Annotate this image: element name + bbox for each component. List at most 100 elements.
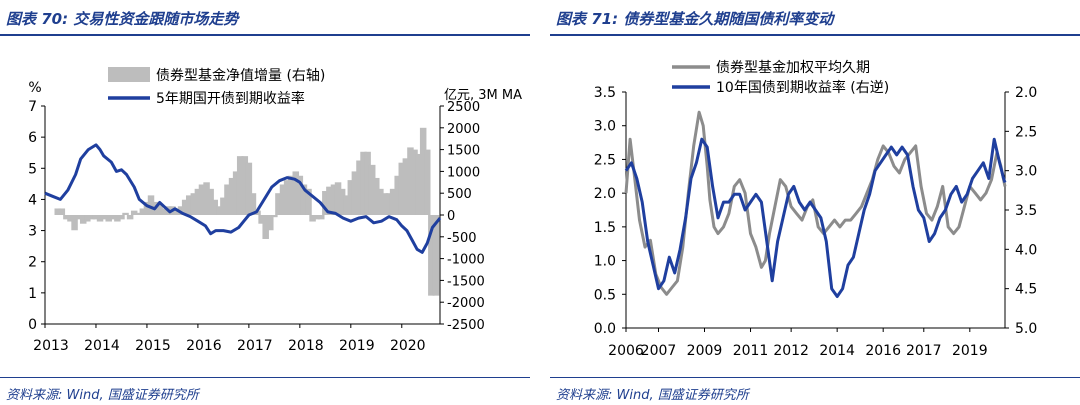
bar: [356, 160, 363, 215]
right-panel: 图表 71: 债券型基金久期随国债利率变动 3.5 3.0 2.5 2.0 1.5 1.0…: [550, 0, 1080, 405]
legend-label-duration: 债券型基金加权平均久期: [716, 59, 870, 76]
y-left-unit: %: [28, 80, 41, 96]
y-right-tick-label: 5.0: [1015, 321, 1037, 337]
bar: [228, 177, 236, 215]
x-tick-label: 2014: [819, 343, 855, 359]
x-tick-label: 2017: [237, 338, 273, 354]
x-tick-label: 2016: [865, 343, 901, 359]
x-tick-label: 2007: [641, 343, 677, 359]
y-right-tick-label: -1000: [447, 253, 485, 268]
y-left-tick-label: 4: [28, 192, 37, 208]
bar: [411, 149, 418, 215]
bar: [351, 171, 359, 215]
y-right-tick-label: -1500: [447, 274, 485, 289]
bar: [398, 162, 406, 215]
bar: [305, 188, 312, 215]
legend-swatch-bar: [108, 67, 150, 82]
x-tick-label: 2009: [687, 343, 723, 359]
left-panel: 图表 70: 交易性资金跟随市场走势 0 1 2 3 4 5 6 7 2500 2000 1500 1…: [0, 0, 530, 405]
bar: [216, 206, 223, 215]
y-right-tick-label: 1500: [447, 144, 480, 159]
bar: [79, 215, 87, 224]
y-right-tick-label: -2000: [447, 296, 485, 311]
bar: [300, 184, 308, 215]
x-tick-label: 2019: [952, 343, 988, 359]
bar: [424, 149, 431, 215]
bar: [135, 212, 142, 215]
bar: [343, 195, 350, 215]
bar: [287, 175, 295, 215]
bar: [373, 177, 380, 215]
bar: [271, 215, 278, 218]
bottom-rule: [550, 377, 1080, 378]
bar: [75, 215, 83, 220]
bar: [118, 215, 125, 220]
bar: [415, 153, 422, 215]
y-left-tick-label: 2: [28, 255, 37, 271]
y-left-tick-label: 6: [28, 130, 37, 146]
x-tick-label: 2012: [773, 343, 809, 359]
title-number: 71: [591, 10, 613, 28]
y-right-tick-label: 0: [447, 209, 455, 224]
bar: [347, 180, 355, 215]
bar: [402, 158, 410, 215]
bar: [96, 215, 104, 222]
bar: [428, 215, 435, 296]
y-left-tick-label: 1.0: [594, 254, 616, 270]
bar: [249, 193, 257, 215]
bar: [181, 199, 189, 215]
x-tick-label: 2013: [33, 338, 69, 354]
bar: [58, 208, 66, 215]
y-left-tick-label: 3: [28, 224, 37, 240]
bar: [160, 208, 168, 215]
bar-series: [54, 127, 440, 296]
x-tick-label: 2018: [288, 338, 324, 354]
chart-duration: 3.5 3.0 2.5 2.0 1.5 1.0 0.5 0.0 2.0 2.5 3.0 3.5 4.0 4…: [594, 59, 1038, 359]
bar: [92, 215, 100, 220]
bar: [407, 147, 414, 215]
y-right-tick-label: 3.5: [1015, 203, 1037, 219]
source-note: 资料来源: Wind, 国盛证券研究所: [556, 388, 749, 403]
bar: [313, 215, 320, 220]
x-tick-label: 2006: [608, 343, 644, 359]
bar: [220, 197, 227, 215]
bar: [364, 151, 371, 215]
bar: [322, 191, 329, 215]
bar: [211, 199, 218, 215]
bar: [54, 208, 61, 215]
y-right-tick-label: 4.5: [1015, 282, 1037, 298]
top-rule: [550, 34, 1080, 36]
bar: [84, 215, 91, 222]
line-series-yield: [624, 137, 1007, 298]
y-left-tick-label: 0: [28, 317, 37, 333]
y-left-tick-label: 1: [28, 286, 37, 302]
chart-fund-flow: 0 1 2 3 4 5 6 7 2500 2000 1500 1000 500 0 -500 -1000 -15…: [28, 67, 522, 354]
y-right-tick-label: 500: [447, 187, 472, 202]
bar: [389, 188, 397, 215]
bar: [338, 188, 346, 215]
x-tick-label: 2020: [390, 338, 426, 354]
bar: [267, 215, 274, 231]
bar: [296, 175, 304, 215]
y-right-tick-label: 1000: [447, 165, 480, 180]
title-text: : 债券型基金久期随国债利率变动: [612, 10, 834, 28]
y-left-tick-label: 2.0: [594, 186, 616, 202]
bar: [122, 212, 129, 215]
x-tick-label: 2011: [733, 343, 769, 359]
figure-70-title: 图表 70: 交易性资金跟随市场走势: [6, 8, 238, 29]
bar: [326, 186, 333, 215]
bar: [232, 171, 240, 215]
x-tick-label: 2019: [339, 338, 375, 354]
y-right-tick-label: 3.0: [1015, 164, 1037, 180]
bar: [275, 193, 282, 215]
y-left-tick-label: 0.5: [594, 287, 616, 303]
x-tick-label: 2014: [84, 338, 120, 354]
bar: [207, 188, 214, 215]
bar: [292, 171, 300, 215]
y-right-tick-label: -500: [447, 231, 477, 246]
title-text: : 交易性资金跟随市场走势: [62, 10, 239, 28]
bar: [279, 184, 287, 215]
bar: [88, 215, 96, 220]
bar: [63, 215, 70, 220]
bottom-rule: [0, 377, 530, 378]
